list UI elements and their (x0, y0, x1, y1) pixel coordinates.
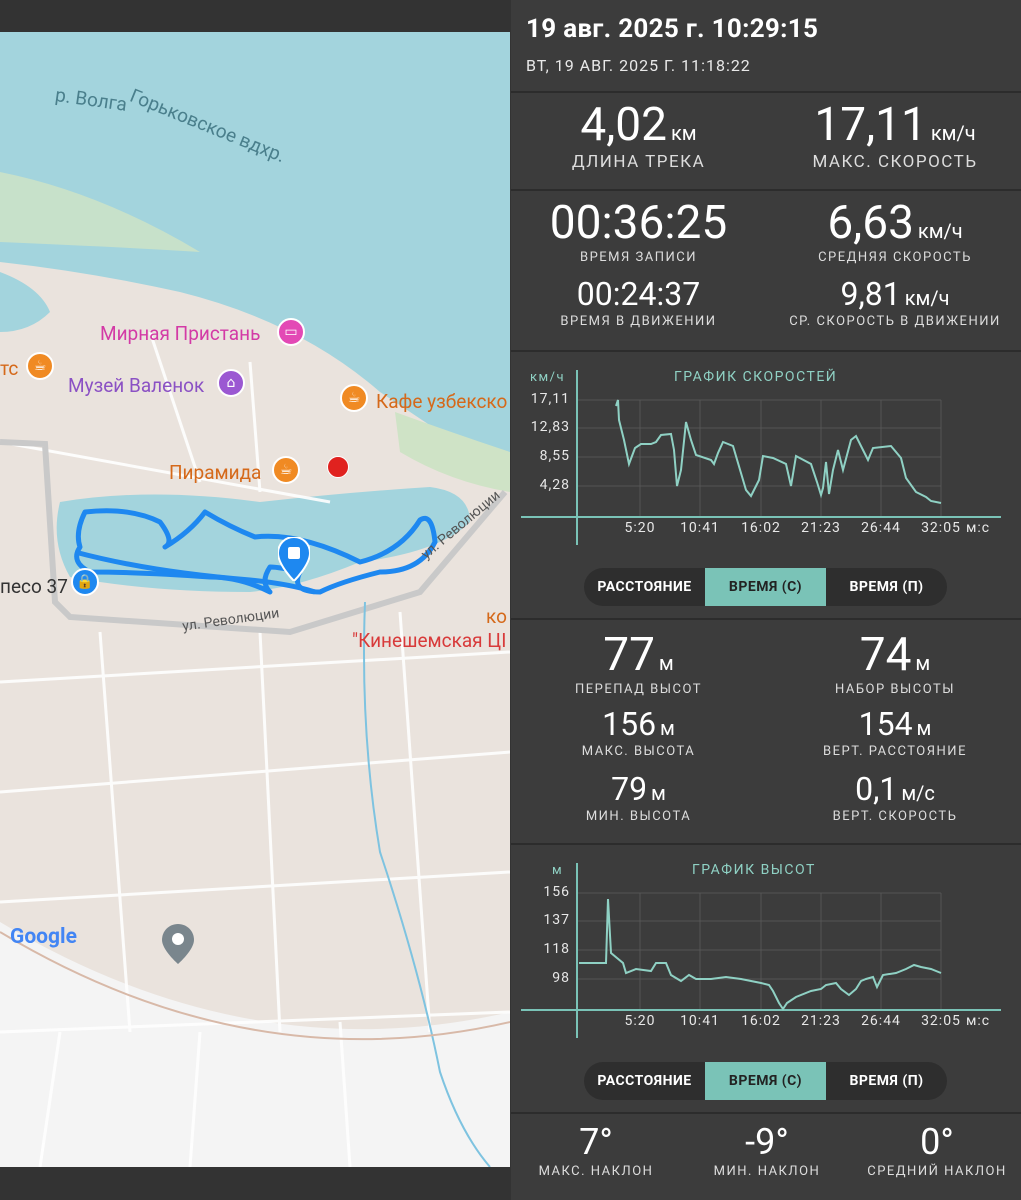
map-view[interactable]: р. Волга Горьковское вдхр. Мирная Приста… (0, 32, 510, 1167)
altitude-chart-mode-tabs[interactable]: РАССТОЯНИЕ ВРЕМЯ (С) ВРЕМЯ (П) (584, 1062, 947, 1100)
lock-icon[interactable]: 🔒 (71, 568, 99, 596)
map-label-ko: ко (486, 605, 507, 628)
speed-chart-title: ГРАФИК СКОРОСТЕЙ (674, 369, 838, 385)
tab-distance[interactable]: РАССТОЯНИЕ (597, 1073, 692, 1089)
x-tick-label: 16:02 (741, 520, 781, 536)
y-tick-label: 137 (543, 912, 570, 928)
stat-movetime: 00:24:37 ВРЕМЯ В ДВИЖЕНИИ (560, 275, 717, 329)
cafe-icon-2[interactable]: ☕ (340, 384, 368, 412)
map-label-mirnaya: Мирная Пристань (100, 322, 261, 345)
altitude-chart[interactable] (511, 853, 1021, 1043)
cafe-icon[interactable]: ☕ (26, 352, 54, 380)
stat-maxslope: 7° МАКС. НАКЛОН (538, 1121, 654, 1179)
stat-minslope: -9° МИН. НАКЛОН (713, 1121, 821, 1179)
altitude-chart-unit: м (552, 863, 564, 878)
stat-maxspeed: 17,11 км/ч МАКС. СКОРОСТЬ (812, 98, 978, 172)
x-axis-unit: м:с (966, 1013, 991, 1029)
speed-series-line (615, 399, 942, 504)
x-axis-unit: м:с (966, 520, 991, 536)
x-tick-label: 32:05 (921, 520, 961, 536)
tab-time-c[interactable]: ВРЕМЯ (С) (705, 568, 826, 606)
map-label-muzey: Музей Валенок (68, 374, 205, 397)
y-tick-label: 156 (543, 884, 570, 900)
map-label-koleso: песо 37 (0, 575, 68, 598)
x-tick-label: 21:23 (801, 1013, 841, 1029)
stat-length: 4,02 км ДЛИНА ТРЕКА (571, 98, 706, 172)
track-subdate: ВТ, 19 АВГ. 2025 Г. 11:18:22 (526, 56, 751, 75)
speed-chart-mode-tabs[interactable]: РАССТОЯНИЕ ВРЕМЯ (С) ВРЕМЯ (П) (584, 568, 947, 606)
y-tick-label: 8,55 (539, 448, 570, 464)
record-start-marker[interactable] (327, 456, 349, 478)
y-tick-label: 118 (543, 941, 570, 957)
x-tick-label: 5:20 (624, 520, 656, 536)
tab-time-p[interactable]: ВРЕМЯ (П) (849, 1073, 924, 1089)
tab-distance[interactable]: РАССТОЯНИЕ (597, 579, 692, 595)
divider (511, 618, 1021, 620)
tab-time-p[interactable]: ВРЕМЯ (П) (849, 579, 924, 595)
tab-time-c[interactable]: ВРЕМЯ (С) (705, 1062, 826, 1100)
x-tick-label: 10:41 (680, 1013, 720, 1029)
stat-vertdist: 154 м ВЕРТ. РАССТОЯНИЕ (823, 705, 967, 759)
y-tick-label: 98 (552, 970, 570, 986)
altitude-chart-title: ГРАФИК ВЫСОТ (692, 862, 816, 878)
stat-avgmove: 9,81 км/ч СР. СКОРОСТЬ В ДВИЖЕНИИ (789, 275, 1001, 329)
stat-minalt: 79 м МИН. ВЫСОТА (585, 770, 692, 824)
y-tick-label: 17,11 (530, 391, 570, 407)
y-tick-label: 12,83 (530, 419, 570, 435)
museum-icon[interactable]: ⌂ (217, 369, 245, 397)
stat-vertspeed: 0,1 м/с ВЕРТ. СКОРОСТЬ (832, 770, 958, 824)
cafe-icon-3[interactable]: ☕ (272, 456, 300, 484)
altitude-series-line (579, 898, 942, 1011)
x-tick-label: 26:44 (861, 1013, 901, 1029)
map-label-piramida: Пирамида (169, 461, 262, 484)
hotel-icon[interactable]: ▭ (277, 318, 305, 346)
map-label-ts: тс (0, 357, 19, 380)
divider (511, 1112, 1021, 1114)
position-pin-icon[interactable] (278, 537, 310, 581)
x-tick-label: 26:44 (861, 520, 901, 536)
divider (511, 189, 1021, 191)
x-tick-label: 32:05 (921, 1013, 961, 1029)
stat-gain: 74 м НАБОР ВЫСОТЫ (834, 628, 955, 697)
divider (511, 350, 1021, 352)
x-tick-label: 21:23 (801, 520, 841, 536)
x-tick-label: 10:41 (680, 520, 720, 536)
x-tick-label: 16:02 (741, 1013, 781, 1029)
x-tick-label: 5:20 (624, 1013, 656, 1029)
y-tick-label: 4,28 (539, 477, 570, 493)
stat-drop: 77 м ПЕРЕПАД ВЫСОТ (575, 628, 702, 697)
map-canvas (0, 32, 510, 1167)
track-date: 19 авг. 2025 г. 10:29:15 (526, 14, 819, 44)
stat-rectime: 00:36:25 ВРЕМЯ ЗАПИСИ (549, 196, 728, 265)
stat-maxalt: 156 м МАКС. ВЫСОТА (581, 705, 696, 759)
divider (511, 91, 1021, 93)
divider (511, 843, 1021, 845)
map-label-kafe: Кафе узбекско (376, 390, 508, 413)
speed-chart-unit: км/ч (530, 370, 566, 385)
map-pin-icon[interactable] (162, 924, 194, 964)
map-label-kinesh: "Кинешемская ЦІ (352, 629, 507, 652)
stat-avgslope: 0° СРЕДНИЙ НАКЛОН (867, 1121, 1007, 1179)
stat-avgspeed: 6,63 км/ч СРЕДНЯЯ СКОРОСТЬ (818, 196, 972, 265)
speed-chart[interactable] (511, 360, 1021, 550)
google-logo: Google (10, 925, 77, 949)
